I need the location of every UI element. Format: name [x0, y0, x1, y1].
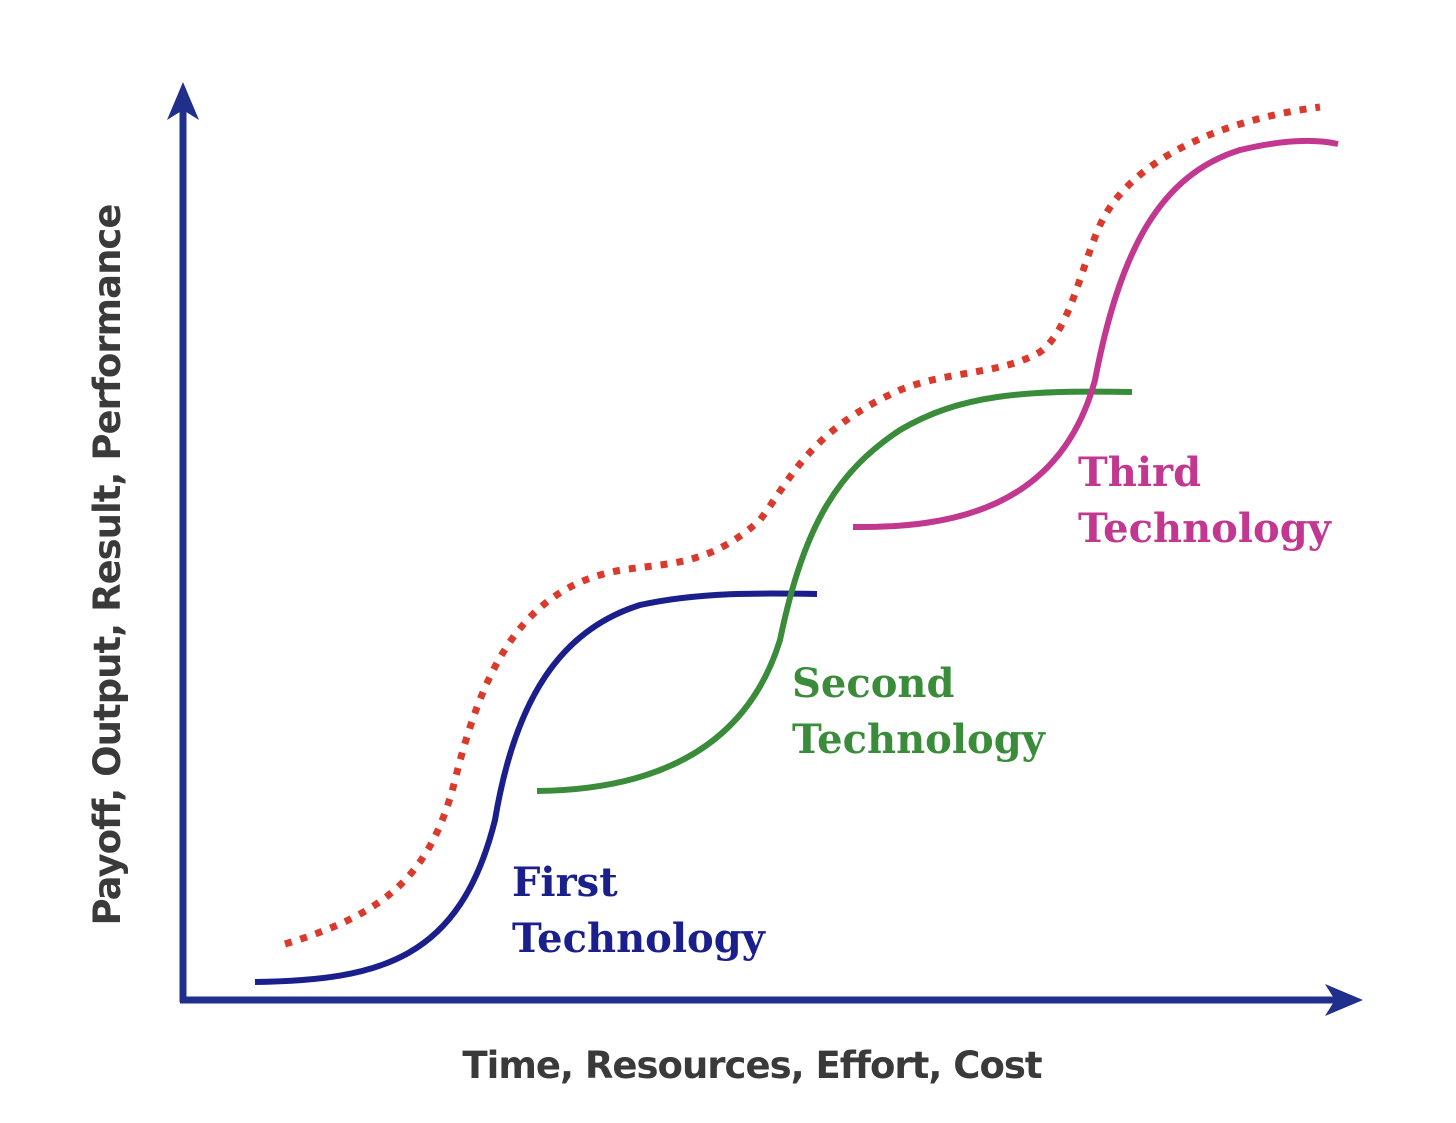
third-technology-curve [852, 137, 1339, 531]
x-axis-title: Time, Resources, Effort, Cost [462, 1044, 1041, 1087]
axes [167, 82, 1363, 1016]
first-technology-curve [254, 590, 818, 985]
envelope-curve [283, 103, 1321, 948]
third-label-line1: Third [1078, 449, 1201, 496]
first-label-line2: Technology [512, 915, 767, 962]
third-technology-label: Third Technology [1078, 449, 1333, 552]
third-label-line2: Technology [1078, 505, 1333, 552]
y-axis-arrow-icon [167, 82, 199, 120]
second-technology-curve [536, 388, 1133, 794]
y-axis-title: Payoff, Output, Result, Performance [86, 205, 129, 926]
x-axis-arrow-icon [1325, 984, 1363, 1016]
second-label-line2: Technology [792, 716, 1047, 763]
first-technology-label: First Technology [512, 859, 767, 962]
second-technology-label: Second Technology [792, 660, 1047, 763]
second-label-line1: Second [792, 660, 954, 707]
first-label-line1: First [512, 859, 618, 906]
